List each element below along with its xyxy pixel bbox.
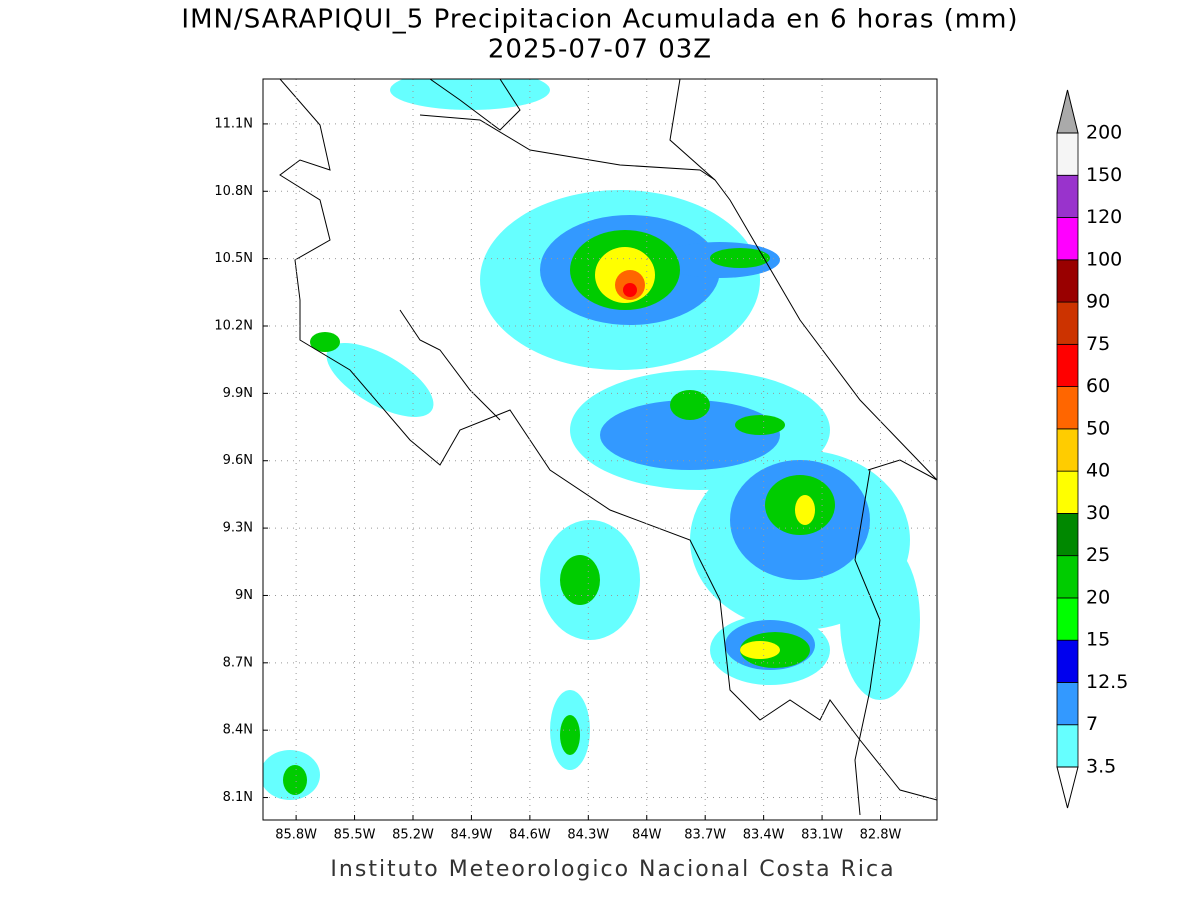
grid bbox=[263, 79, 937, 820]
colorbar-band bbox=[1056, 639, 1079, 683]
colorbar-band bbox=[1056, 343, 1079, 388]
y-tick-label: 8.7N bbox=[223, 655, 253, 670]
subtitle: 2025-07-07 03Z bbox=[488, 35, 712, 65]
y-tick-label: 10.5N bbox=[214, 251, 253, 266]
colorbar-band bbox=[1056, 428, 1079, 472]
colorbar-label: 25 bbox=[1086, 544, 1110, 566]
title: IMN/SARAPIQUI_5 Precipitacion Acumulada … bbox=[181, 5, 1018, 35]
colorbar-band bbox=[1056, 259, 1079, 303]
colorbar-label: 75 bbox=[1086, 333, 1110, 355]
colorbar-band bbox=[1056, 132, 1079, 176]
map-frame bbox=[262, 78, 938, 821]
colorbar-label: 3.5 bbox=[1086, 756, 1116, 778]
colorbar-over bbox=[1056, 89, 1079, 134]
colorbar-label: 20 bbox=[1086, 586, 1110, 608]
y-tick-label: 11.1N bbox=[214, 116, 253, 131]
colorbar-label: 100 bbox=[1086, 248, 1122, 270]
colorbar-band bbox=[1056, 174, 1079, 218]
colorbar-label: 40 bbox=[1086, 460, 1110, 482]
colorbar-label: 50 bbox=[1086, 417, 1110, 439]
colorbar-under bbox=[1056, 766, 1079, 809]
x-tick-label: 84W bbox=[632, 828, 662, 843]
colorbar-label: 12.5 bbox=[1086, 671, 1128, 693]
x-tick-label: 83.1W bbox=[801, 828, 843, 843]
colorbar-label: 150 bbox=[1086, 164, 1122, 186]
x-tick-label: 85.5W bbox=[334, 828, 376, 843]
y-tick-label: 8.4N bbox=[223, 723, 253, 738]
x-tick-label: 83.4W bbox=[743, 828, 785, 843]
colorbar-band bbox=[1056, 682, 1079, 726]
colorbar-band bbox=[1056, 597, 1079, 641]
precipitation-field bbox=[263, 79, 920, 800]
y-tick-label: 9.3N bbox=[223, 521, 253, 536]
colorbar-label: 90 bbox=[1086, 291, 1110, 313]
y-tick-label: 9.6N bbox=[223, 453, 253, 468]
colorbar-label: 30 bbox=[1086, 502, 1110, 524]
x-tick-label: 85.2W bbox=[392, 828, 434, 843]
y-tick-label: 10.2N bbox=[214, 319, 253, 334]
colorbar-label: 7 bbox=[1086, 713, 1098, 735]
footer: Instituto Meteorologico Nacional Costa R… bbox=[330, 857, 895, 882]
y-tick-label: 8.1N bbox=[223, 790, 253, 805]
colorbar-label: 60 bbox=[1086, 375, 1110, 397]
x-tick-label: 84.3W bbox=[567, 828, 609, 843]
x-tick-label: 85.8W bbox=[275, 828, 317, 843]
x-tick-label: 84.9W bbox=[451, 828, 493, 843]
colorbar-band bbox=[1056, 301, 1079, 345]
colorbar-label: 120 bbox=[1086, 206, 1122, 228]
coastline bbox=[279, 79, 937, 816]
colorbar-band bbox=[1056, 217, 1079, 261]
colorbar-label: 200 bbox=[1086, 122, 1122, 144]
colorbar-band bbox=[1056, 724, 1079, 768]
colorbar-label: 15 bbox=[1086, 629, 1110, 651]
colorbar: 3.5 7 12.5 15 20 25 30 40 50 60 75 90 100 120 150 200 bbox=[1056, 89, 1128, 809]
colorbar-band bbox=[1056, 513, 1079, 557]
colorbar-band bbox=[1056, 386, 1079, 430]
x-tick-label: 82.8W bbox=[860, 828, 902, 843]
y-tick-label: 9N bbox=[235, 588, 253, 603]
x-tick-label: 84.6W bbox=[509, 828, 551, 843]
colorbar-band bbox=[1056, 555, 1079, 599]
x-tick-label: 83.7W bbox=[684, 828, 726, 843]
y-tick-label: 10.8N bbox=[214, 184, 253, 199]
y-tick-label: 9.9N bbox=[223, 386, 253, 401]
colorbar-band bbox=[1056, 470, 1079, 514]
